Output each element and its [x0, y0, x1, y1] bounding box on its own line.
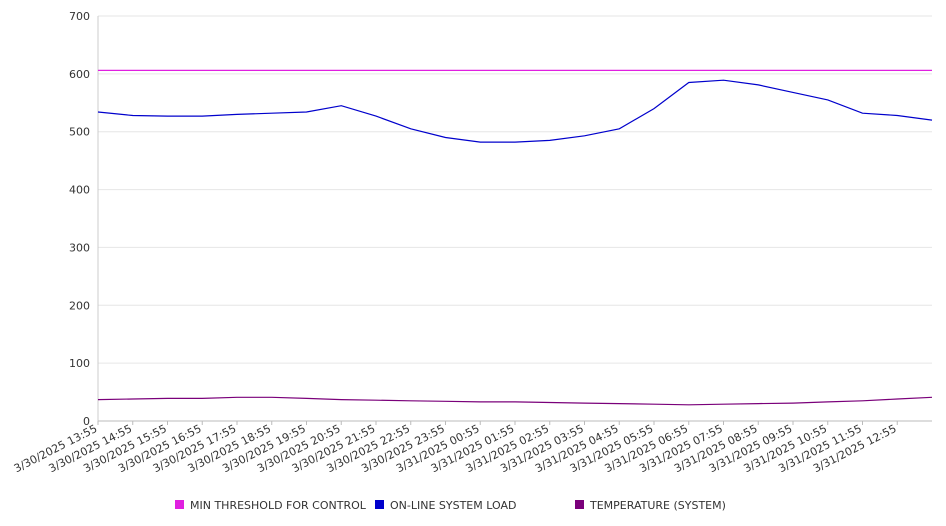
y-tick-label-400: 400 — [69, 184, 90, 197]
axes — [97, 16, 932, 425]
series-lines — [97, 69, 933, 406]
y-tick-label-0: 0 — [83, 415, 90, 428]
legend-swatch-2 — [575, 500, 584, 509]
y-tick-label-100: 100 — [69, 357, 90, 370]
y-tick-label-700: 700 — [69, 10, 90, 23]
legend-label-0: MIN THRESHOLD FOR CONTROL — [190, 499, 367, 512]
y-tick-label-300: 300 — [69, 241, 90, 254]
y-tick-label-500: 500 — [69, 126, 90, 139]
x-axis-tick-labels: 3/30/2025 13:553/30/2025 14:553/30/2025 … — [12, 422, 899, 475]
legend-swatch-1 — [375, 500, 384, 509]
legend: MIN THRESHOLD FOR CONTROL ON-LINE SYSTEM … — [175, 499, 726, 512]
y-axis-tick-labels: 0 100 200 300 400 500 600 700 — [69, 10, 90, 428]
series-line-1 — [97, 79, 933, 143]
grid-lines — [98, 15, 932, 364]
legend-swatch-0 — [175, 500, 184, 509]
legend-label-1: ON-LINE SYSTEM LOAD — [390, 499, 516, 512]
y-tick-label-200: 200 — [69, 299, 90, 312]
y-tick-label-600: 600 — [69, 68, 90, 81]
legend-label-2: TEMPERATURE (SYSTEM) — [589, 499, 726, 512]
series-line-2 — [97, 396, 933, 406]
